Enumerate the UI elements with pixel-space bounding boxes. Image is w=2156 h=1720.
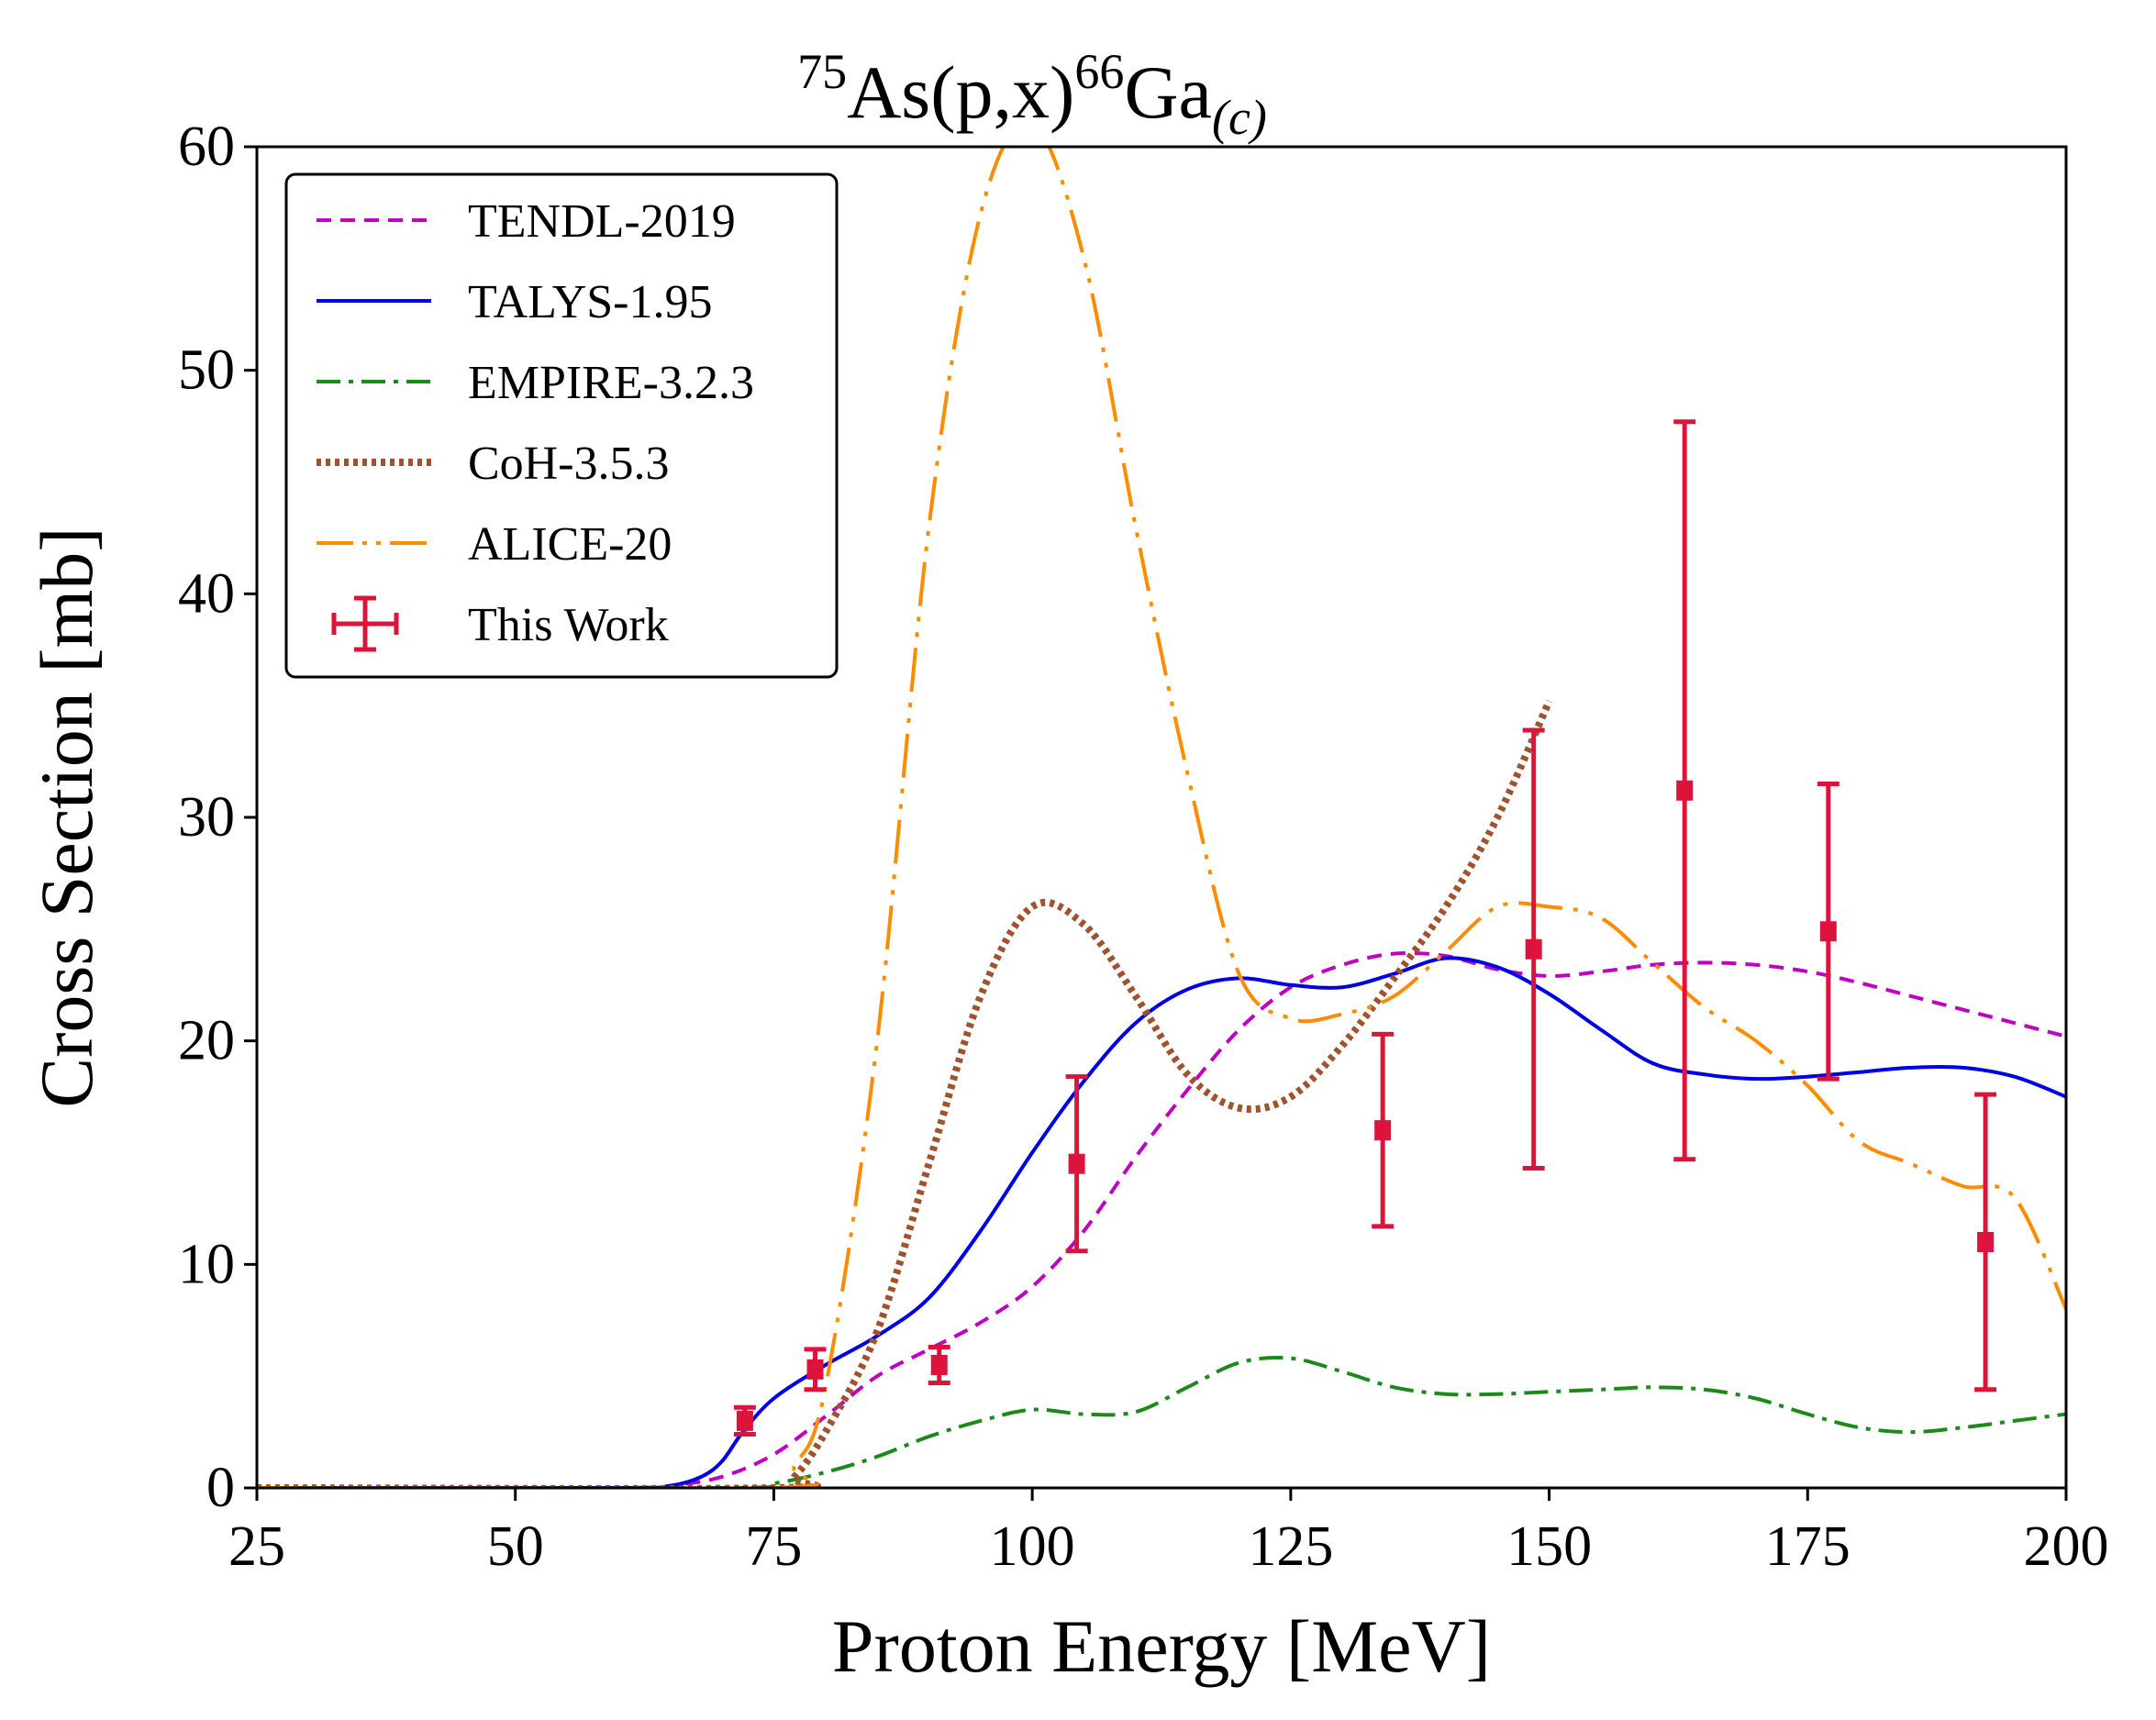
y-tick-label: 0 [206,1457,235,1519]
title-subscript: (c) [1212,90,1267,145]
x-tick-label: 75 [745,1515,802,1578]
title-reaction: (p,x) [930,50,1074,134]
x-axis-ticks: 25 50 75 100 125 150 175 200 [228,1488,2109,1578]
series-layer [257,147,2066,1488]
y-tick-label: 20 [178,1010,235,1072]
point-marker [736,1410,753,1431]
x-tick-label: 25 [228,1515,285,1578]
y-tick-label: 50 [178,339,235,402]
data-point [1817,781,1839,1082]
point-marker [1676,780,1694,801]
data-point [1372,1031,1395,1229]
experimental-points [733,419,1997,1437]
data-point [1522,727,1545,1171]
series-line-coh-3-5-3 [257,699,1553,1488]
legend-label: TALYS-1.95 [468,276,713,328]
title-target-element: As [847,50,930,134]
y-tick-label: 60 [178,116,235,178]
point-marker [1374,1120,1392,1141]
y-axis-ticks: 0 10 20 30 40 50 60 [178,116,257,1519]
y-tick-label: 30 [178,786,235,849]
legend-label: CoH-3.5.3 [468,438,670,490]
data-point [1673,419,1696,1162]
legend-label: TENDL-2019 [468,195,736,248]
title-product-element: Ga [1124,50,1212,134]
title-product-mass: 66 [1074,44,1124,99]
point-marker [806,1359,824,1380]
x-tick-label: 125 [1248,1515,1333,1578]
x-tick-label: 100 [990,1515,1075,1578]
data-point [804,1347,827,1393]
legend-swatch [331,595,399,652]
series-line-talys-1-95 [257,956,2066,1488]
data-point [1974,1092,1997,1393]
y-axis-title: Cross Section [mb] [25,527,108,1107]
legend-label: This Work [468,599,669,651]
y-tick-label: 10 [178,1233,235,1295]
data-point [928,1344,950,1385]
x-axis-title: Proton Energy [MeV] [832,1604,1491,1688]
y-tick-label: 40 [178,562,235,625]
x-tick-label: 175 [1765,1515,1850,1578]
x-tick-label: 50 [487,1515,544,1578]
x-tick-label: 200 [2024,1515,2109,1578]
chart-title: 75As(p,x)66Ga(c) [797,44,1267,145]
series-line-alice-20 [257,147,2066,1488]
point-marker [1068,1153,1085,1174]
legend: TENDL-2019 TALYS-1.95 EMPIRE-3.2.3 CoH-3.5.… [284,172,839,679]
title-target-mass: 75 [797,44,847,99]
point-marker [1977,1231,1995,1252]
legend-label: EMPIRE-3.2.3 [468,357,754,409]
legend-label: ALICE-20 [468,518,672,571]
point-marker [1525,938,1542,960]
data-point [1065,1074,1088,1254]
x-tick-label: 150 [1506,1515,1592,1578]
point-marker [930,1354,948,1375]
data-point [733,1404,756,1437]
series-line-empire-3-2-3 [257,1356,2066,1488]
series-line-tendl-2019 [257,950,2066,1488]
point-marker [1819,921,1837,942]
